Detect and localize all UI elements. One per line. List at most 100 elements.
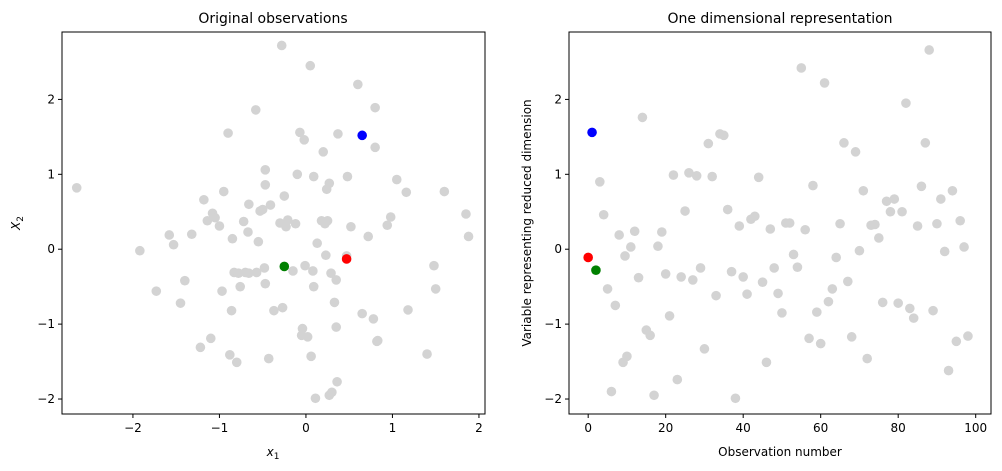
right-scatter-point [936, 194, 946, 204]
right-scatter-point [742, 289, 752, 299]
right-scatter-point [792, 262, 803, 272]
right-x-tick-label: 60 [813, 421, 828, 435]
right-plot-panel: One dimensional representation 0 20 40 60 80… [520, 11, 992, 459]
right-scatter-point [835, 218, 845, 229]
left-scatter-point [218, 186, 229, 197]
left-scatter-point [385, 212, 396, 222]
right-scatter-point [932, 218, 942, 229]
left-y-tick-label: −1 [37, 317, 55, 331]
left-scatter-point [461, 209, 471, 219]
right-scatter-point [815, 338, 826, 349]
left-scatter-point [308, 281, 319, 292]
right-scatter-point [722, 204, 733, 215]
left-plot-y-axis: −2 −1 0 1 2 [37, 92, 62, 406]
left-plot-x-label-subscript: 1 [274, 452, 280, 462]
left-scatter-point [251, 267, 262, 278]
left-scatter-point [327, 387, 337, 398]
left-scatter-point [368, 314, 379, 324]
left-scatter-point [363, 231, 374, 242]
right-x-tick-label: 80 [891, 421, 906, 435]
right-scatter-point [831, 252, 841, 263]
left-scatter-point [324, 178, 335, 189]
right-scatter-point [688, 275, 698, 285]
left-scatter-point [299, 135, 310, 145]
right-scatter-point [695, 263, 706, 273]
left-scatter-point [227, 233, 238, 244]
left-scatter-point [260, 180, 271, 190]
right-scatter-point [668, 170, 679, 180]
left-scatter-point [326, 268, 336, 278]
right-scatter-point [734, 221, 745, 231]
left-scatter-point [164, 230, 175, 240]
left-scatter-point [292, 169, 303, 180]
right-scatter-point [653, 241, 663, 252]
right-scatter-point [819, 78, 830, 88]
right-scatter-point [738, 272, 748, 282]
left-x-tick-label: 0 [302, 421, 310, 435]
right-y-tick-label: 2 [554, 92, 562, 106]
left-scatter-point [295, 127, 305, 138]
right-scatter-point [827, 284, 838, 294]
right-scatter-point [808, 180, 818, 191]
left-scatter-point [370, 102, 380, 113]
right-scatter-point [889, 194, 900, 204]
left-scatter-point [332, 376, 342, 387]
left-plot-points [71, 40, 474, 404]
left-plot-x-axis: −2 −1 0 1 2 [124, 414, 483, 435]
right-scatter-point [691, 171, 702, 181]
left-scatter-point [463, 231, 474, 242]
right-scatter-point [912, 221, 923, 231]
left-scatter-point [318, 147, 329, 157]
left-scatter-point [308, 171, 319, 182]
left-scatter-point [401, 187, 412, 198]
right-scatter-point [610, 300, 621, 311]
right-scatter-point [769, 263, 779, 273]
right-scatter-point [905, 303, 915, 314]
left-scatter-point [310, 393, 321, 404]
right-scatter-point [947, 185, 958, 196]
right-scatter-point [812, 307, 822, 317]
right-scatter-point [959, 242, 969, 252]
right-scatter-point [796, 63, 807, 73]
right-scatter-point [703, 138, 714, 149]
left-scatter-point [342, 171, 353, 182]
left-scatter-point [168, 239, 179, 250]
right-scatter-point [784, 218, 795, 228]
right-scatter-point [955, 215, 965, 226]
right-y-tick-label: −2 [544, 392, 562, 406]
left-scatter-point [306, 351, 316, 362]
left-scatter-point [210, 212, 220, 223]
right-scatter-point [916, 181, 927, 192]
left-scatter-point [199, 194, 209, 205]
right-scatter-point [920, 138, 931, 148]
right-scatter-point [645, 330, 655, 341]
left-scatter-point [233, 268, 244, 278]
right-x-tick-label: 100 [964, 421, 987, 435]
right-scatter-point [963, 331, 973, 341]
left-plot-y-label-base: X [9, 221, 23, 231]
left-x-tick-label: −1 [211, 421, 229, 435]
left-scatter-point [253, 236, 264, 247]
left-scatter-point [331, 322, 342, 332]
right-x-tick-label: 40 [736, 421, 751, 435]
right-scatter-point [777, 308, 787, 318]
left-scatter-point [231, 357, 242, 368]
left-scatter-point [277, 302, 288, 313]
left-scatter-point [186, 229, 197, 240]
left-scatter-point [282, 215, 293, 225]
left-scatter-point [205, 333, 216, 344]
left-scatter-point [322, 215, 333, 226]
left-highlighted-point [341, 254, 352, 264]
left-scatter-point [260, 165, 271, 175]
right-scatter-point [602, 284, 613, 294]
right-scatter-point [874, 233, 884, 243]
left-y-tick-label: 0 [47, 242, 55, 256]
right-scatter-point [637, 112, 648, 123]
right-highlighted-point [591, 265, 601, 275]
right-scatter-point [877, 297, 888, 308]
left-x-tick-label: 2 [475, 421, 483, 435]
left-scatter-point [302, 332, 313, 342]
right-scatter-point [897, 206, 907, 217]
left-scatter-point [259, 263, 270, 273]
left-scatter-point [175, 298, 186, 308]
